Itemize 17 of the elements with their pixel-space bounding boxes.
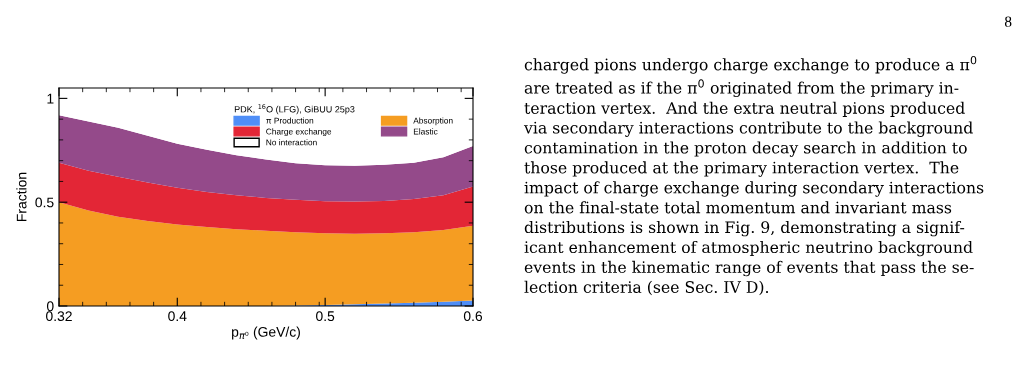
legend-label: Absorption — [413, 117, 453, 126]
legend-label: Charge exchange — [266, 128, 332, 137]
y-tick-label: 0 — [46, 301, 54, 312]
y-tick-label: 1 — [47, 93, 54, 104]
legend-title: PDK, $^{16}$O (LFG), GiBUU 25p3 — [234, 104, 355, 115]
x-tick-label: 0.32 — [46, 311, 72, 322]
legend-label: Elastic — [413, 128, 438, 135]
x-tick-label: 0.6 — [463, 311, 483, 322]
text: charged pions undergo charge exchange to produce a π$^{0}$ are treated as if the π$^{0}$ originated from the primary in- teraction vertex. And the extra neutral pions produced via secondary interactions contribute to the background contamination in the proton decay search in addition to those produced at the primary interaction vertex. The impact of charge exchange during secondary interactions on the final-state total momentum and invariant mass distributions is shown in Fig. 9, demonstrating a signif- icant enhancement of atmospheric neutrino background events in the kinematic range of events that pass the se- lection criteria (see Sec. IV D). — [523, 56, 984, 296]
x-tick-label: 0.5 — [316, 311, 335, 322]
legend-label: π Production — [266, 117, 314, 124]
x-tick-label: 0.4 — [168, 311, 187, 322]
text: 8 — [1004, 16, 1012, 27]
y-tick-label: 0.5 — [35, 197, 54, 208]
y-axis-title: Fraction — [16, 172, 27, 221]
x-axis-title: p$_{π⁰}$ (GeV/c) — [232, 326, 300, 340]
legend-label: No interaction — [266, 139, 317, 146]
